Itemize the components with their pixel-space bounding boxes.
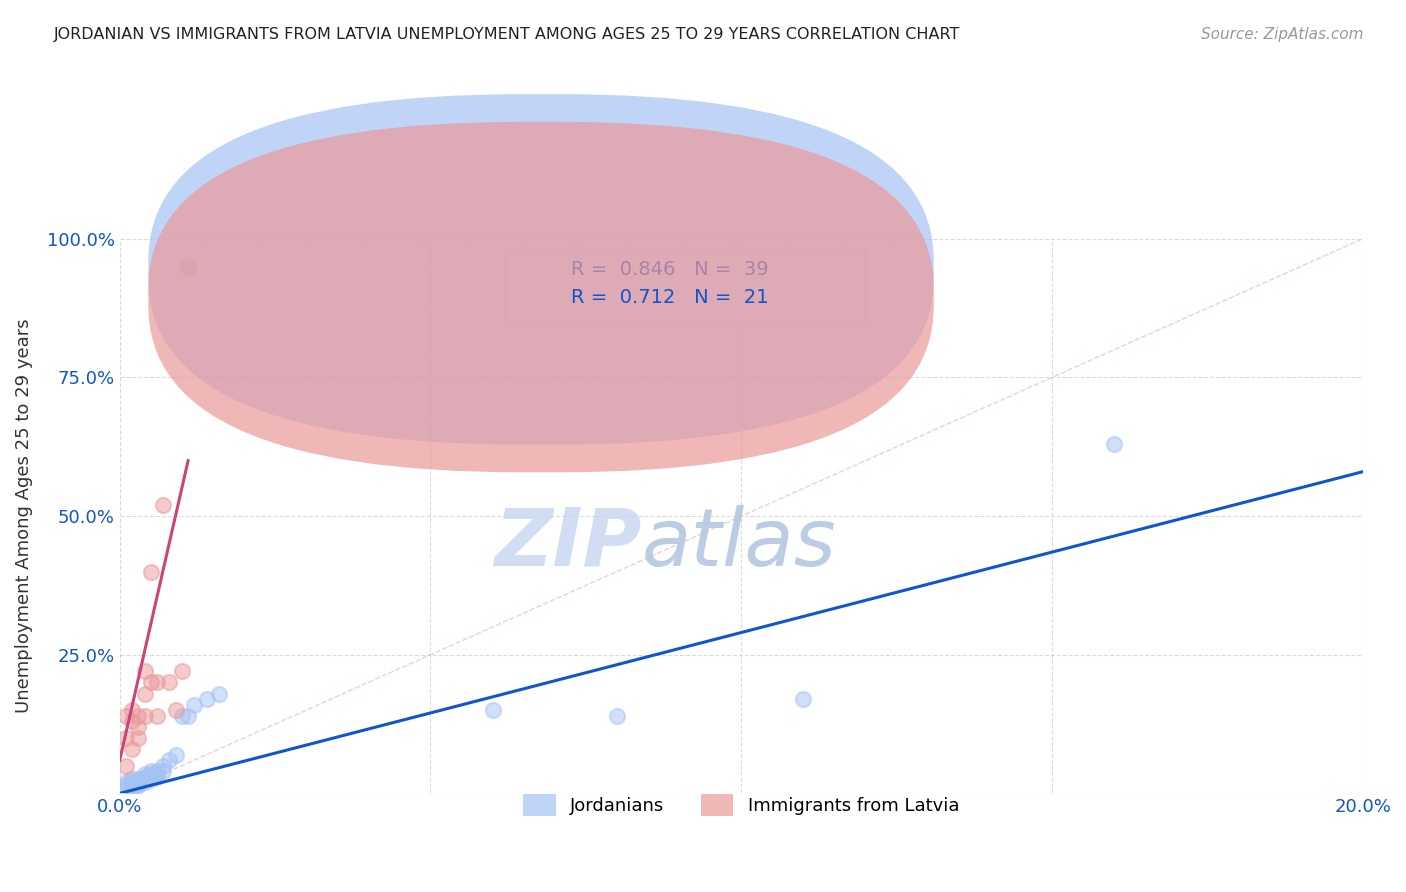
Y-axis label: Unemployment Among Ages 25 to 29 years: Unemployment Among Ages 25 to 29 years xyxy=(15,318,32,714)
Point xyxy=(170,665,193,679)
Point xyxy=(121,780,143,795)
Point xyxy=(115,731,138,745)
Point xyxy=(134,708,156,723)
Point xyxy=(115,778,138,792)
Point xyxy=(165,703,187,717)
Text: JORDANIAN VS IMMIGRANTS FROM LATVIA UNEMPLOYMENT AMONG AGES 25 TO 29 YEARS CORRE: JORDANIAN VS IMMIGRANTS FROM LATVIA UNEM… xyxy=(53,27,960,42)
Text: Source: ZipAtlas.com: Source: ZipAtlas.com xyxy=(1201,27,1364,42)
Point xyxy=(170,708,193,723)
Point xyxy=(792,692,814,706)
Text: ZIP: ZIP xyxy=(495,505,641,582)
Point xyxy=(134,687,156,701)
Point xyxy=(115,775,138,789)
Legend: Jordanians, Immigrants from Latvia: Jordanians, Immigrants from Latvia xyxy=(516,787,966,823)
Point xyxy=(152,764,174,779)
Point xyxy=(159,675,181,690)
Point xyxy=(127,720,149,734)
Point xyxy=(115,780,138,795)
Point xyxy=(146,675,169,690)
Point xyxy=(152,498,174,512)
Point xyxy=(115,708,138,723)
Point xyxy=(121,775,143,789)
Point xyxy=(159,753,181,767)
Point xyxy=(139,767,162,781)
Point xyxy=(121,778,143,792)
Point xyxy=(606,708,628,723)
Point xyxy=(146,764,169,779)
Point xyxy=(127,775,149,789)
Point xyxy=(139,770,162,784)
Point xyxy=(139,675,162,690)
Point xyxy=(134,665,156,679)
Point xyxy=(177,260,200,274)
Point xyxy=(481,703,503,717)
Text: atlas: atlas xyxy=(641,505,837,582)
Point xyxy=(127,778,149,792)
FancyBboxPatch shape xyxy=(149,122,934,472)
FancyBboxPatch shape xyxy=(505,250,866,322)
Point xyxy=(139,565,162,579)
Text: R =  0.712   N =  21: R = 0.712 N = 21 xyxy=(571,287,769,307)
Point xyxy=(139,772,162,787)
Point xyxy=(134,775,156,789)
Point xyxy=(165,747,187,762)
Point xyxy=(134,767,156,781)
Point xyxy=(146,708,169,723)
Point xyxy=(146,767,169,781)
Text: R =  0.846   N =  39: R = 0.846 N = 39 xyxy=(571,260,769,279)
Point xyxy=(127,775,149,789)
Point xyxy=(121,742,143,756)
Point xyxy=(127,778,149,792)
Point xyxy=(121,772,143,787)
Point xyxy=(146,770,169,784)
Point xyxy=(195,692,218,706)
Point xyxy=(134,772,156,787)
Point xyxy=(127,731,149,745)
Point xyxy=(121,714,143,729)
Point xyxy=(177,708,200,723)
Point xyxy=(208,687,231,701)
FancyBboxPatch shape xyxy=(149,95,934,444)
Point xyxy=(1102,437,1125,451)
Point xyxy=(121,703,143,717)
Point xyxy=(183,698,205,712)
Point xyxy=(127,772,149,787)
Point xyxy=(127,708,149,723)
Point xyxy=(134,772,156,787)
Point xyxy=(121,775,143,789)
Point xyxy=(152,758,174,772)
Point xyxy=(127,775,149,789)
Point xyxy=(139,764,162,779)
Point xyxy=(115,758,138,772)
Point xyxy=(134,770,156,784)
